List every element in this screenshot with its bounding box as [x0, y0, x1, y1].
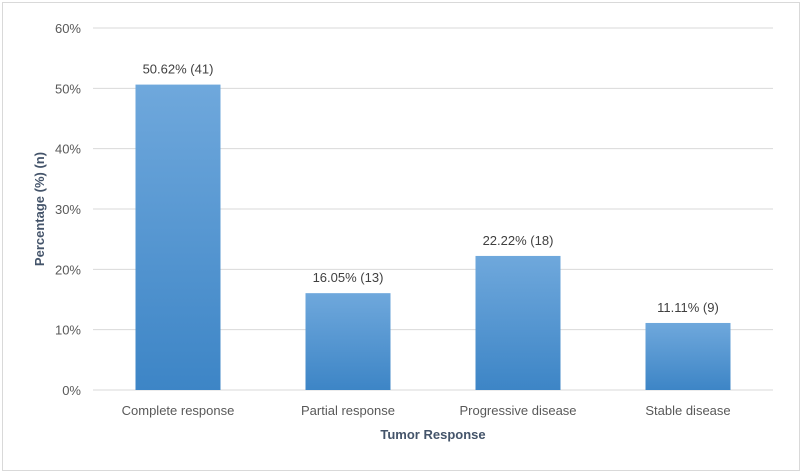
bar — [475, 255, 561, 390]
data-label: 11.11% (9) — [657, 300, 719, 315]
x-tick-label: Stable disease — [645, 403, 730, 418]
x-tick-label: Progressive disease — [459, 403, 576, 418]
y-axis-title: Percentage (%) (n) — [32, 152, 47, 266]
x-tick-label: Partial response — [301, 403, 395, 418]
x-axis-title: Tumor Response — [380, 427, 485, 442]
chart-frame — [2, 2, 800, 471]
data-label: 22.22% (18) — [483, 233, 554, 248]
bar — [135, 84, 221, 391]
bar — [305, 293, 391, 390]
x-tick-label: Complete response — [122, 403, 235, 418]
data-label: 50.62% (41) — [143, 62, 214, 77]
bars — [135, 84, 731, 391]
y-tick-label: 0% — [62, 383, 81, 398]
y-tick-label: 60% — [55, 21, 81, 36]
y-tick-label: 50% — [55, 81, 81, 96]
bar — [645, 322, 731, 390]
x-axis-ticks: Complete response Partial response Progres… — [122, 403, 731, 418]
data-labels: 50.62% (41) 16.05% (13) 22.22% (18) 11.11% … — [143, 62, 719, 315]
y-tick-label: 30% — [55, 202, 81, 217]
data-label: 16.05% (13) — [313, 270, 384, 285]
y-axis-ticks: 0% 10% 20% 30% 40% 50% 60% — [55, 21, 81, 398]
y-tick-label: 20% — [55, 262, 81, 277]
y-tick-label: 10% — [55, 323, 81, 338]
y-tick-label: 40% — [55, 142, 81, 157]
